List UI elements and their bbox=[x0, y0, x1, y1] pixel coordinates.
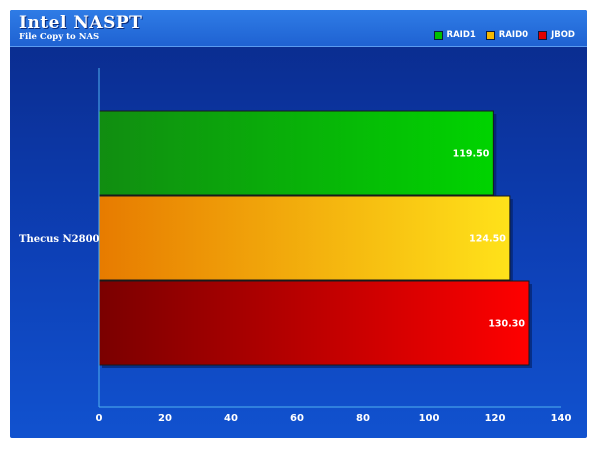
bar-raid1 bbox=[98, 110, 494, 196]
header-band bbox=[10, 10, 587, 47]
legend-swatch-raid0 bbox=[485, 30, 495, 40]
legend-item-raid0: RAID0 bbox=[485, 30, 529, 40]
data-label-raid0: 124.50 bbox=[469, 234, 506, 245]
data-label-jbod: 130.30 bbox=[488, 319, 525, 330]
data-label-raid1: 119.50 bbox=[453, 149, 490, 160]
chart-title: Intel NASPT bbox=[19, 13, 143, 33]
x-tick-label-100: 100 bbox=[419, 413, 440, 424]
legend-label-raid1: RAID1 bbox=[446, 30, 476, 40]
x-tick-label-40: 40 bbox=[224, 413, 238, 424]
legend-swatch-jbod bbox=[538, 30, 548, 40]
category-label: Thecus N2800 bbox=[19, 234, 100, 245]
chart-subtitle: File Copy to NAS bbox=[19, 32, 100, 42]
legend-item-jbod: JBOD bbox=[538, 30, 575, 40]
x-tick-label-0: 0 bbox=[96, 413, 103, 424]
x-tick-label-140: 140 bbox=[551, 413, 572, 424]
plot-area: 119.50 124.50 130.30 0 20 40 60 80 100 120 140 Thec… bbox=[19, 68, 572, 424]
legend-label-jbod: JBOD bbox=[551, 30, 575, 40]
legend: RAID1 RAID0 JBOD bbox=[433, 30, 575, 40]
x-tick-label-120: 120 bbox=[485, 413, 506, 424]
legend-label-raid0: RAID0 bbox=[498, 30, 529, 40]
bar-jbod bbox=[98, 280, 530, 366]
x-tick-label-80: 80 bbox=[356, 413, 370, 424]
legend-item-raid1: RAID1 bbox=[433, 30, 476, 40]
bar-raid0 bbox=[98, 195, 511, 281]
legend-swatch-raid1 bbox=[433, 30, 443, 40]
x-tick-label-20: 20 bbox=[158, 413, 172, 424]
chart-frame: Intel NASPT File Copy to NAS RAID1 RAID0… bbox=[10, 10, 587, 438]
x-tick-label-60: 60 bbox=[290, 413, 304, 424]
